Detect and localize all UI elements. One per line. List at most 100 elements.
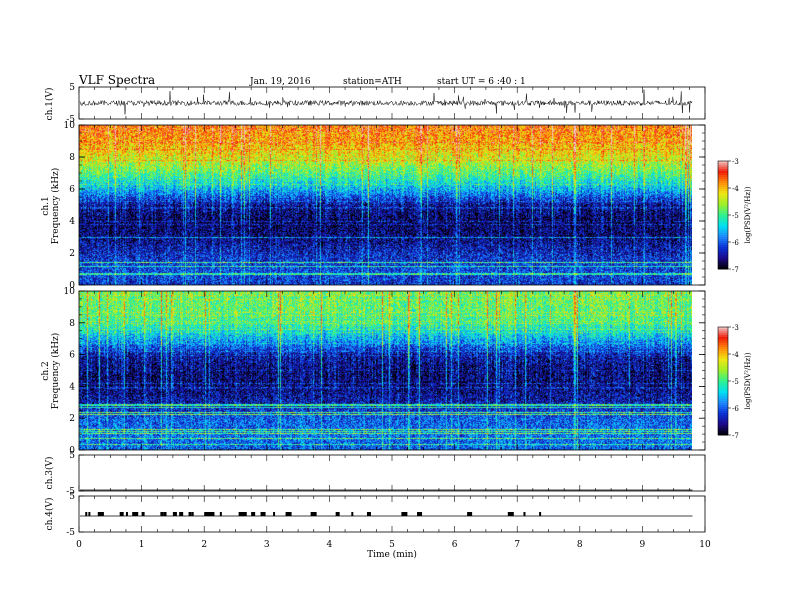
colorbar-swatch [718, 203, 728, 206]
colorbar-swatch [718, 367, 728, 370]
colorbar-swatch [718, 233, 728, 236]
y-tick-label: 0 [69, 281, 75, 291]
y-tick-label: 5 [69, 492, 75, 502]
colorbar-label: log(PSD(V²/Hz)) [744, 186, 752, 243]
colorbar-swatch [718, 197, 728, 200]
ch4-pulse-mark [219, 512, 222, 516]
colorbar-swatch [718, 411, 728, 414]
colorbar-swatch [718, 427, 728, 430]
figure-title: VLF Spectra [78, 73, 155, 87]
ch2-frequency-ticks: 10 8 6 4 2 0 [64, 287, 705, 456]
ch3-waveform-ylabel: ch.3(V) [44, 457, 55, 490]
colorbar-swatch [718, 247, 728, 250]
colorbar-swatch [718, 213, 728, 216]
ch1-frequency-ticks: 10 8 6 4 2 0 [64, 121, 705, 291]
y-tick-label: 6 [69, 351, 75, 361]
y-tick-label: 10 [64, 121, 76, 131]
colorbar-swatch [718, 355, 728, 358]
colorbar-swatch [718, 209, 728, 212]
colorbar-tick-label: -7 [732, 432, 739, 440]
x-tick-label: 4 [327, 540, 333, 550]
colorbar-swatch [718, 217, 728, 220]
colorbar-swatch [718, 191, 728, 194]
ch4-pulse-mark [401, 512, 408, 516]
colorbar-swatch [718, 399, 728, 402]
colorbar-swatch [718, 165, 728, 168]
colorbar-swatch [718, 231, 728, 234]
ch1-frequency-label: Frequency (kHz) [50, 168, 61, 245]
start-time-label: start UT = 6 :40 : 1 [437, 77, 526, 87]
ch2-channel-label: ch.2 [41, 361, 51, 380]
station-label: station=ATH [343, 77, 402, 87]
colorbar-swatch [718, 161, 728, 164]
colorbar-swatch [718, 407, 728, 410]
spectrogram-raster [79, 125, 692, 285]
colorbar-swatch [718, 335, 728, 338]
y-tick-label: 5 [69, 83, 75, 93]
x-tick-label: 0 [76, 540, 82, 550]
ch4-pulse-mark [119, 512, 124, 516]
time-axis: 0 1 2 3 4 5 6 7 8 9 10 [76, 87, 711, 550]
colorbar-swatch [718, 345, 728, 348]
ch2-frequency-label: Frequency (kHz) [50, 333, 61, 410]
colorbar-tick-label: -3 [732, 324, 739, 332]
colorbar-swatch [718, 179, 728, 182]
ch4-pulse-mark [366, 512, 371, 516]
colorbar-swatch [718, 343, 728, 346]
colorbar-swatch [718, 205, 728, 208]
colorbar-swatch [718, 349, 728, 352]
ch4-pulse-mark [351, 512, 354, 516]
time-axis-label: Time (min) [367, 549, 417, 560]
colorbar-swatch [718, 245, 728, 248]
colorbar-swatch [718, 431, 728, 434]
colorbar-swatch [718, 359, 728, 362]
colorbar-tick-label: -7 [732, 266, 739, 274]
colorbar-swatch [718, 229, 728, 232]
ch4-pulse-mark [241, 512, 247, 516]
colorbar-swatch [718, 257, 728, 260]
y-tick-label: 6 [69, 185, 75, 195]
ch4-pulse-mark [539, 512, 542, 516]
colorbar-swatch [718, 389, 728, 392]
colorbar-tick-label: -5 [732, 212, 739, 220]
colorbar-tick-label: -3 [732, 158, 739, 166]
x-tick-label: 2 [201, 540, 207, 550]
colorbar-swatch [718, 429, 728, 432]
ch4-y-ticks: 5 -5 [66, 492, 84, 538]
colorbar-swatch [718, 237, 728, 240]
colorbar-swatch [718, 327, 728, 330]
ch1-channel-label: ch.1 [41, 196, 51, 215]
colorbar-swatch [718, 185, 728, 188]
colorbar-swatch [718, 347, 728, 350]
colorbar-swatch [718, 353, 728, 356]
y-tick-label: -5 [66, 115, 75, 125]
y-tick-label: 2 [69, 249, 75, 259]
colorbar-swatch [718, 253, 728, 256]
colorbar-label: log(PSD(V²/Hz)) [744, 352, 752, 409]
ch3-waveform-panel: 5 -5 ch.3(V) [44, 451, 706, 497]
x-tick-label: 10 [699, 540, 711, 550]
y-tick-label: -5 [66, 487, 75, 497]
colorbar-swatch [718, 405, 728, 408]
colorbar-swatch [718, 169, 728, 172]
colorbar-swatch [718, 365, 728, 368]
ch4-pulse-mark [179, 512, 184, 516]
colorbar-swatch [718, 413, 728, 416]
ch4-pulse-mark [467, 512, 473, 516]
ch4-waveform-ylabel: ch.4(V) [44, 498, 55, 531]
y-tick-label: 2 [69, 414, 75, 424]
colorbar-swatch [718, 377, 728, 380]
ch2-spectrogram-image [79, 291, 692, 450]
ch4-pulse-mark [163, 512, 167, 516]
colorbar-swatch [718, 351, 728, 354]
colorbar-swatch [718, 361, 728, 364]
y-tick-label: 10 [64, 287, 76, 297]
x-tick-label: 7 [514, 540, 520, 550]
ch4-pulse-mark [172, 512, 177, 516]
colorbar-swatch [718, 381, 728, 384]
colorbar-swatch [718, 239, 728, 242]
ch4-pulse-mark [210, 512, 215, 516]
colorbar-swatch [718, 225, 728, 228]
colorbar-swatch [718, 369, 728, 372]
